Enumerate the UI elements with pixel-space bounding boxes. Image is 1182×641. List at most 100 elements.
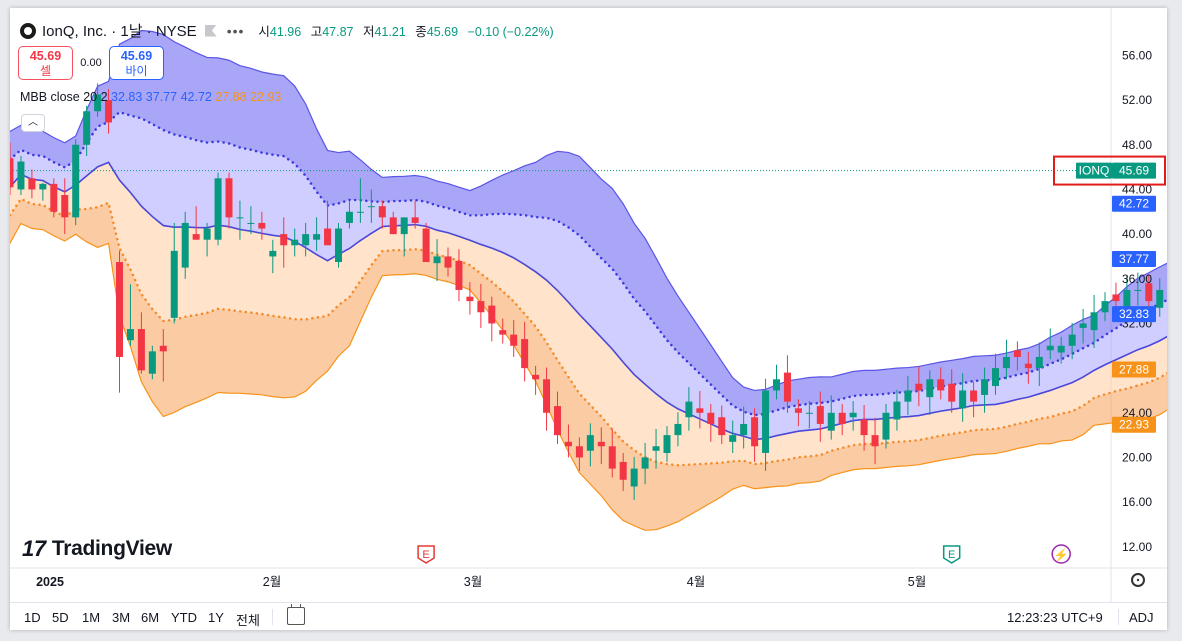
adj-toggle[interactable]: ADJ [1129,610,1154,625]
candle-body [641,457,649,469]
indicator-legend[interactable]: MBB close 20 2 32.83 37.77 42.72 27.88 2… [20,90,282,104]
candle-body [466,296,474,302]
candle-body [444,256,452,268]
candle-body [116,262,123,357]
highlight-box [1053,155,1166,186]
y-tick-label: 12.00 [1122,540,1152,554]
candle-body [1101,301,1109,313]
x-tick-label: 4월 [687,575,705,589]
y-tick-label: 48.00 [1122,138,1152,152]
candle-body [816,406,824,424]
range-3m[interactable]: 3M [112,610,131,625]
candle-body [378,206,386,218]
candle-body [1035,356,1043,369]
candle-body [663,435,671,453]
symbol-title[interactable]: IonQ, Inc. · 1날 · NYSE [42,23,197,40]
candle-body [345,211,353,223]
range-1m[interactable]: 1M [82,610,101,625]
price-chart[interactable]: 12.0016.0020.0024.0028.0032.0036.0040.00… [10,8,1167,602]
band-lower-outer-line [10,222,1167,531]
candle-body [652,446,660,451]
candle-body [1046,345,1054,351]
candle-body [915,383,923,391]
candle-body [335,228,342,263]
candle-body [871,435,879,447]
settings-gear-icon[interactable] [1131,573,1145,587]
y-tick-label: 40.00 [1122,227,1152,241]
candle-body [948,383,956,402]
candle-body [827,412,835,431]
candle-body [882,412,890,440]
x-tick-label: 5월 [908,575,926,589]
buy-button[interactable]: 45.69 바이 [109,46,164,80]
candle-body [1134,289,1142,291]
x-tick-label: 2025 [36,575,64,589]
candle-body [970,390,978,402]
price-label-blue [1112,195,1156,212]
price-label-blue [1112,306,1156,323]
x-tick-label: 3월 [464,575,482,589]
price-label-text: 22.93 [1119,418,1149,432]
candle-body [291,239,299,246]
more-dots-icon[interactable]: ••• [226,22,245,39]
collapse-legend-button[interactable]: ︿ [21,114,45,132]
candle-body [1002,356,1010,369]
candle-body [225,178,233,218]
candle-body [685,401,693,418]
candle-body [1112,294,1120,302]
range-5d[interactable]: 5D [52,610,69,625]
price-change: −0.10 (−0.22%) [467,25,554,39]
candle-body [411,217,419,223]
price-label-text: 32.83 [1119,307,1149,321]
candle-body [72,144,80,218]
divider [1118,609,1119,625]
range-all[interactable]: 전체 [236,613,260,628]
candle-body [619,461,627,480]
candle-body [805,412,813,414]
candle-body [1145,283,1153,302]
candle-body [707,412,715,424]
tradingview-watermark: 17 TradingView [22,536,172,561]
candle-body [17,161,25,190]
candle-body [302,234,310,246]
candle-body [1057,345,1065,353]
calendar-goto-icon[interactable] [287,604,305,625]
trade-panel: 45.69 셀 0.00 45.69 바이 [18,46,164,80]
candle-body [181,222,189,268]
range-6m[interactable]: 6M [141,610,160,625]
y-tick-label: 24.00 [1122,406,1152,420]
candle-body [356,211,364,213]
flag-icon[interactable] [204,24,217,37]
range-1d[interactable]: 1D [24,610,41,625]
clock-time[interactable]: 12:23:23 UTC+9 [1007,610,1103,625]
price-label-text: 27.88 [1119,362,1149,376]
sell-button[interactable]: 45.69 셀 [18,46,73,80]
candle-body [718,417,726,436]
band-upper-outer-fill [10,30,1167,416]
candle-body [860,419,868,436]
range-1y[interactable]: 1Y [208,610,224,625]
candle-body [170,250,178,318]
event-marker-icon [1051,544,1071,564]
candle-body [214,178,222,240]
candle-body [838,412,846,424]
price-label-last [1112,162,1156,179]
candle-body [674,423,682,436]
candle-body [236,217,244,219]
chart-window: 12.0016.0020.0024.0028.0032.0036.0040.00… [10,8,1167,630]
range-ytd[interactable]: YTD [171,610,197,625]
event-marker-label: ⚡ [1054,548,1069,562]
spread-value: 0.00 [80,57,102,69]
candle-body [564,441,572,447]
candle-body [203,228,211,240]
earnings-marker-icon [942,545,961,564]
candle-body [499,330,507,335]
ohlc-values: 시41.96 고47.87 저41.21 종45.69 −0.10 (−0.22… [258,25,554,39]
candle-body [105,100,113,123]
band-lower-outer-fill [10,198,1167,531]
y-tick-label: 52.00 [1122,93,1152,107]
candle-body [433,256,441,264]
candle-body [400,217,408,235]
band-upper-outer-line [10,29,1167,392]
candle-body [313,234,321,240]
